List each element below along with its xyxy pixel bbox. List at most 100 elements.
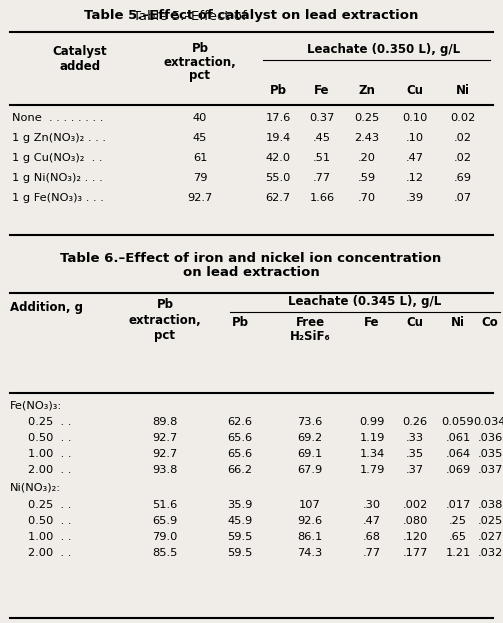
Text: 89.8: 89.8 <box>152 417 178 427</box>
Text: 0.99: 0.99 <box>359 417 385 427</box>
Text: 2.00  . .: 2.00 . . <box>28 465 71 475</box>
Text: .061: .061 <box>445 433 471 443</box>
Text: .39: .39 <box>406 193 424 203</box>
Text: Table 5.–Effect of: Table 5.–Effect of <box>133 9 251 22</box>
Text: .120: .120 <box>402 532 428 542</box>
Text: .30: .30 <box>363 500 381 510</box>
Text: 1 g Zn(NO₃)₂ . . .: 1 g Zn(NO₃)₂ . . . <box>12 133 106 143</box>
Text: 0.26: 0.26 <box>402 417 428 427</box>
Text: 79: 79 <box>193 173 207 183</box>
Text: 65.6: 65.6 <box>227 449 253 459</box>
Text: pct: pct <box>154 328 176 341</box>
Text: Cu: Cu <box>406 316 424 330</box>
Text: .177: .177 <box>402 548 428 558</box>
Text: Co: Co <box>482 316 498 330</box>
Text: .017: .017 <box>445 500 471 510</box>
Text: 0.059: 0.059 <box>442 417 474 427</box>
Text: 0.25  . .: 0.25 . . <box>28 417 71 427</box>
Text: .036: .036 <box>477 433 502 443</box>
Text: .77: .77 <box>363 548 381 558</box>
Text: 0.37: 0.37 <box>309 113 334 123</box>
Text: 61: 61 <box>193 153 207 163</box>
Text: Cu: Cu <box>406 85 424 98</box>
Text: Fe: Fe <box>364 316 380 330</box>
Text: 0.02: 0.02 <box>450 113 476 123</box>
Text: 62.6: 62.6 <box>227 417 253 427</box>
Text: 0.034: 0.034 <box>474 417 503 427</box>
Text: .080: .080 <box>402 516 428 526</box>
Text: .77: .77 <box>313 173 331 183</box>
Text: Pb: Pb <box>192 42 209 54</box>
Text: 69.1: 69.1 <box>297 449 322 459</box>
Text: 59.5: 59.5 <box>227 532 253 542</box>
Text: 107: 107 <box>299 500 321 510</box>
Text: 65.6: 65.6 <box>227 433 253 443</box>
Text: 0.50  . .: 0.50 . . <box>28 516 71 526</box>
Text: .025: .025 <box>477 516 502 526</box>
Text: extraction,: extraction, <box>163 55 236 69</box>
Text: .032: .032 <box>477 548 502 558</box>
Text: .37: .37 <box>406 465 424 475</box>
Text: 2.43: 2.43 <box>355 133 380 143</box>
Text: 1 g Cu(NO₃)₂  . .: 1 g Cu(NO₃)₂ . . <box>12 153 103 163</box>
Text: .035: .035 <box>477 449 502 459</box>
Text: 85.5: 85.5 <box>152 548 178 558</box>
Text: 35.9: 35.9 <box>227 500 253 510</box>
Text: extraction,: extraction, <box>129 313 201 326</box>
Text: 0.50  . .: 0.50 . . <box>28 433 71 443</box>
Text: 65.9: 65.9 <box>152 516 178 526</box>
Text: None  . . . . . . . .: None . . . . . . . . <box>12 113 104 123</box>
Text: 79.0: 79.0 <box>152 532 178 542</box>
Text: 92.7: 92.7 <box>152 433 178 443</box>
Text: .25: .25 <box>449 516 467 526</box>
Text: 51.6: 51.6 <box>152 500 178 510</box>
Text: 45.9: 45.9 <box>227 516 253 526</box>
Text: .51: .51 <box>313 153 331 163</box>
Text: .59: .59 <box>358 173 376 183</box>
Text: 92.7: 92.7 <box>188 193 213 203</box>
Text: 73.6: 73.6 <box>297 417 322 427</box>
Text: 86.1: 86.1 <box>297 532 322 542</box>
Text: 1.66: 1.66 <box>309 193 334 203</box>
Text: .70: .70 <box>358 193 376 203</box>
Text: 0.10: 0.10 <box>402 113 428 123</box>
Text: .07: .07 <box>454 193 472 203</box>
Text: 1.79: 1.79 <box>359 465 385 475</box>
Text: 55.0: 55.0 <box>265 173 291 183</box>
Text: .037: .037 <box>477 465 502 475</box>
Text: 17.6: 17.6 <box>266 113 291 123</box>
Text: Pb: Pb <box>231 316 248 330</box>
Text: 67.9: 67.9 <box>297 465 322 475</box>
Text: Table 5.–Effect of catalyst on lead extraction: Table 5.–Effect of catalyst on lead extr… <box>84 9 418 22</box>
Text: 92.7: 92.7 <box>152 449 178 459</box>
Text: .68: .68 <box>363 532 381 542</box>
Text: Leachate (0.350 L), g/L: Leachate (0.350 L), g/L <box>307 44 461 57</box>
Text: .02: .02 <box>454 153 472 163</box>
Text: 1 g Fe(NO₃)₃ . . .: 1 g Fe(NO₃)₃ . . . <box>12 193 104 203</box>
Text: 42.0: 42.0 <box>266 153 291 163</box>
Text: Ni: Ni <box>451 316 465 330</box>
Text: .35: .35 <box>406 449 424 459</box>
Text: Leachate (0.345 L), g/L: Leachate (0.345 L), g/L <box>288 295 442 308</box>
Text: Addition, g: Addition, g <box>10 302 83 315</box>
Text: 59.5: 59.5 <box>227 548 253 558</box>
Text: pct: pct <box>190 70 210 82</box>
Text: Fe: Fe <box>314 85 330 98</box>
Text: Ni: Ni <box>456 85 470 98</box>
Text: .002: .002 <box>402 500 428 510</box>
Text: 92.6: 92.6 <box>297 516 322 526</box>
Text: .10: .10 <box>406 133 424 143</box>
Text: .12: .12 <box>406 173 424 183</box>
Text: Zn: Zn <box>359 85 375 98</box>
Text: Free: Free <box>295 316 324 330</box>
Text: 40: 40 <box>193 113 207 123</box>
Text: 19.4: 19.4 <box>266 133 291 143</box>
Text: 1.00  . .: 1.00 . . <box>28 449 71 459</box>
Text: .20: .20 <box>358 153 376 163</box>
Text: .65: .65 <box>449 532 467 542</box>
Text: Table 5.–Effect of catalyst on lead extraction: Table 5.–Effect of catalyst on lead extr… <box>84 9 418 22</box>
Text: 0.25  . .: 0.25 . . <box>28 500 71 510</box>
Text: .33: .33 <box>406 433 424 443</box>
Text: Fe(NO₃)₃:: Fe(NO₃)₃: <box>10 400 62 410</box>
Text: 1 g Ni(NO₃)₂ . . .: 1 g Ni(NO₃)₂ . . . <box>12 173 103 183</box>
